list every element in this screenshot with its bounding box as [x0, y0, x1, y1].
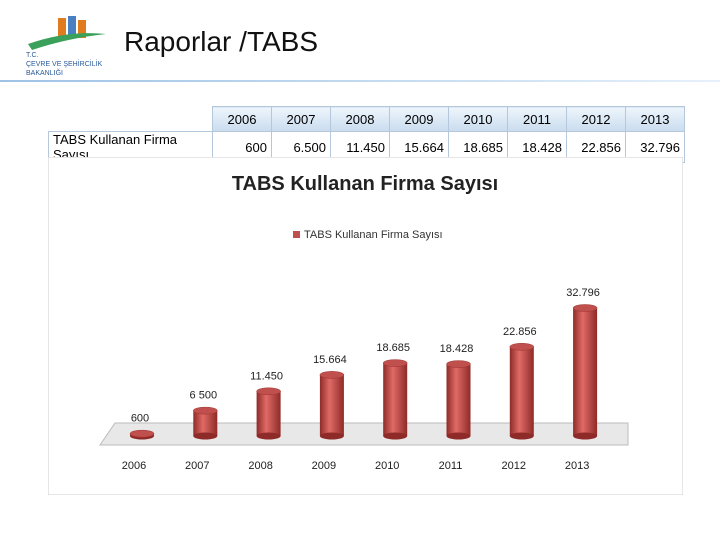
x-tick-label: 2011: [439, 460, 463, 472]
column-header: 2006: [212, 106, 272, 132]
table-row: 2006 2007 2008 2009 2010 2011 2012 2013: [48, 106, 685, 132]
bar-base: [509, 432, 534, 440]
bar: [193, 410, 218, 436]
bar-base: [319, 432, 344, 440]
logo-shape: [78, 20, 86, 38]
bar-top: [129, 429, 155, 438]
logo-swoosh: [28, 33, 106, 50]
corner-cell: [48, 106, 213, 132]
data-label: 18.428: [440, 343, 474, 355]
bar-top: [193, 406, 218, 415]
bar-top: [572, 304, 598, 312]
x-tick-label: 2013: [565, 460, 589, 472]
slide-title: Raporlar /TABS: [124, 26, 318, 57]
column-header: 2013: [625, 106, 685, 132]
bar: [573, 308, 598, 436]
floor: [99, 422, 629, 446]
column-header: 2012: [566, 106, 626, 132]
column-header: 2011: [507, 106, 567, 132]
legend-label: TABS Kullanan Firma Sayısı: [304, 229, 443, 241]
x-tick-label: 2006: [122, 460, 146, 472]
chart-title: TABS Kullanan Firma Sayısı: [232, 173, 498, 195]
logo-shape: [68, 16, 76, 38]
column-header: 2008: [330, 106, 390, 132]
data-label: 18.685: [376, 342, 410, 354]
bar-base: [573, 432, 598, 440]
bar: [509, 346, 534, 436]
data-label: 22.856: [503, 326, 537, 338]
data-table: 2006 2007 2008 2009 2010 2011 2012 2013 TABS Kul…: [48, 106, 685, 163]
column-header: 2009: [389, 106, 449, 132]
logo-text: T.C.: [26, 52, 39, 59]
bar-top: [382, 359, 408, 367]
column-header: 2007: [271, 106, 331, 132]
bar-base: [446, 432, 471, 440]
logo-text: BAKANLIĞI: [26, 68, 63, 77]
bar: [319, 374, 344, 436]
bar-top: [319, 371, 345, 379]
x-tick-label: 2007: [185, 460, 209, 472]
x-tick-label: 2012: [502, 460, 526, 472]
logo-text: ÇEVRE VE ŞEHİRCİLİK: [26, 59, 103, 68]
header-rule: [0, 80, 720, 82]
logo: T.C. ÇEVRE VE ŞEHİRCİLİK BAKANLIĞI: [26, 16, 106, 77]
column-header: 2010: [448, 106, 508, 132]
bar-base: [383, 432, 408, 440]
bar: [256, 391, 281, 436]
chart: TABS Kullanan Firma Sayısı TABS Kullanan…: [48, 157, 683, 495]
data-label: 15.664: [313, 354, 347, 366]
logo-shape: [58, 18, 66, 38]
bar-top: [256, 387, 281, 396]
bar-top: [509, 343, 535, 351]
data-label: 11.450: [250, 370, 283, 382]
bar-base: [256, 432, 281, 440]
bar-top: [446, 360, 471, 368]
bar: [446, 364, 471, 436]
x-tick-label: 2010: [375, 460, 399, 472]
data-label: 600: [131, 413, 149, 425]
bar: [383, 363, 408, 436]
bar-base: [193, 432, 218, 440]
data-label: 32.796: [566, 287, 600, 299]
data-label: 6 500: [190, 390, 218, 402]
x-tick-label: 2008: [248, 460, 272, 472]
x-tick-label: 2009: [312, 460, 336, 472]
legend-swatch: [293, 231, 300, 238]
